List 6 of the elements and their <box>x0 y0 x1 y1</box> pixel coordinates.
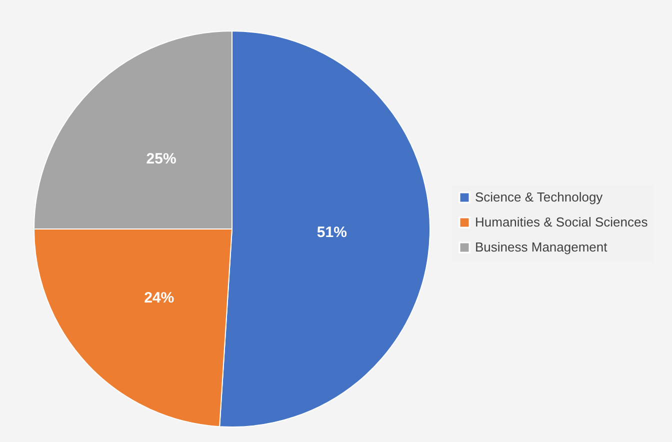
legend-label: Business Management <box>475 240 608 254</box>
legend-label: Science & Technology <box>475 190 604 204</box>
data-label: 25% <box>146 150 176 168</box>
data-label: 51% <box>316 224 347 242</box>
legend-label: Humanities & Social Sciences <box>475 214 648 230</box>
data-label: 24% <box>144 289 174 306</box>
